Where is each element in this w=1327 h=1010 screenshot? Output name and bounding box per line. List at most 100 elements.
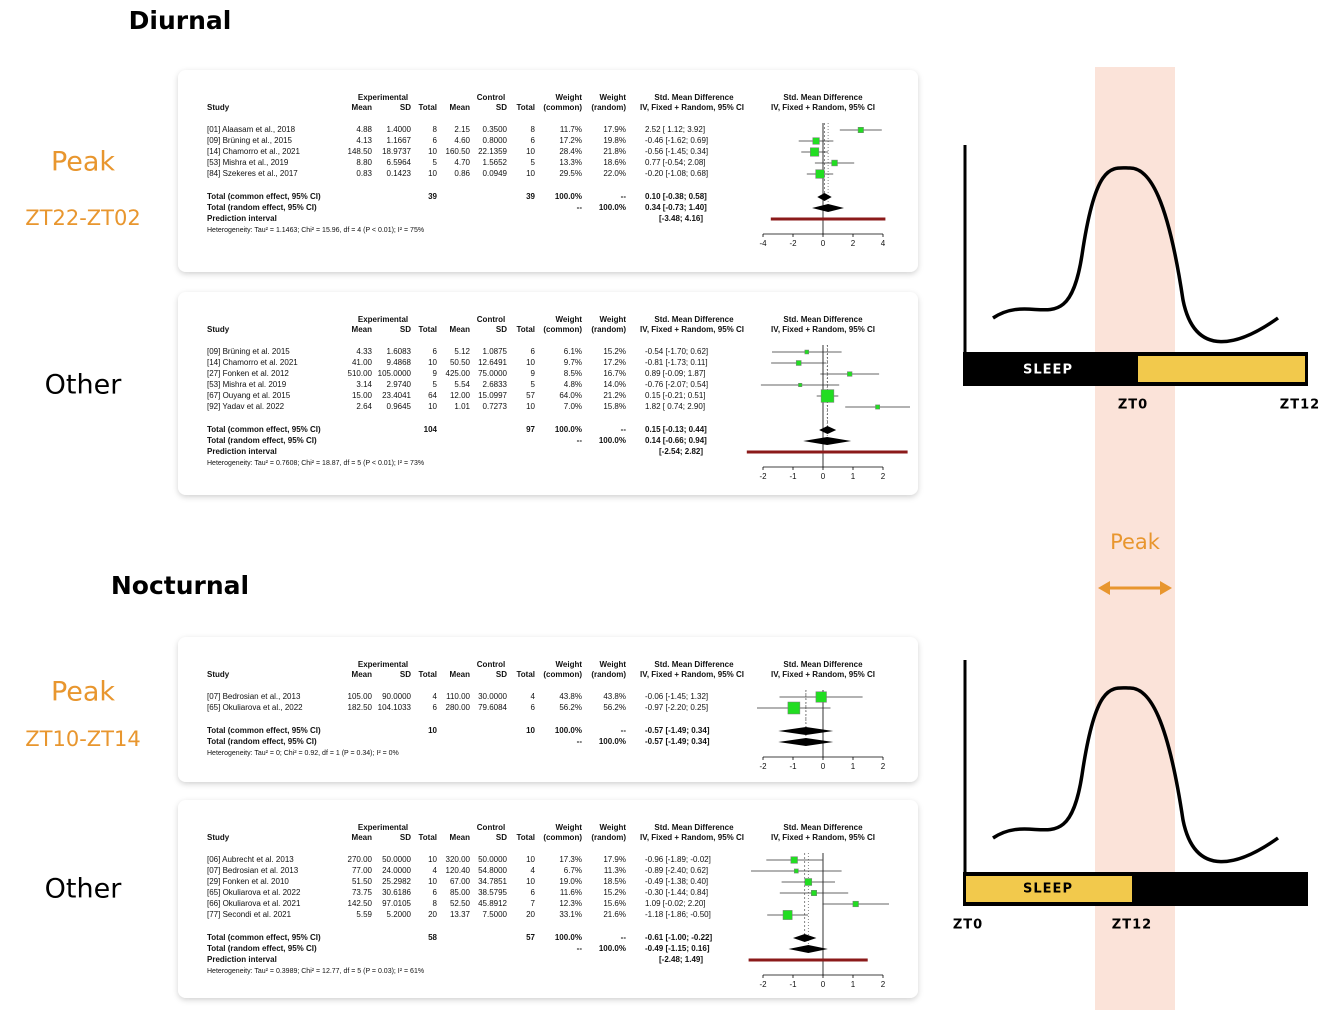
study-cell: [07] Bedrosian et al., 2013 bbox=[207, 692, 301, 701]
summary-cell: 0.10 [-0.38; 0.58] bbox=[645, 192, 707, 201]
study-cell: 50.50 bbox=[450, 358, 471, 367]
header: Total bbox=[516, 670, 535, 679]
study-cell: 79.6084 bbox=[478, 703, 507, 712]
study-cell: 18.9737 bbox=[382, 147, 411, 156]
study-cell: 10 bbox=[526, 169, 535, 178]
study-cell: 2.64 bbox=[356, 402, 372, 411]
study-cell: 29.5% bbox=[559, 169, 582, 178]
study-cell: 11.3% bbox=[604, 866, 626, 875]
header: Weight bbox=[599, 823, 626, 832]
study-cell: 43.8% bbox=[559, 692, 582, 701]
study-cell: 1.0875 bbox=[483, 347, 508, 356]
x-tick-label: 0 bbox=[821, 762, 826, 771]
peak-label: Peak bbox=[1110, 530, 1161, 554]
study-box bbox=[832, 160, 838, 166]
study-cell: 142.50 bbox=[348, 899, 373, 908]
study-cell: 4 bbox=[433, 866, 438, 875]
study-cell: [65] Okuliarova et al., 2022 bbox=[207, 703, 303, 712]
study-cell: -0.46 [-1.62; 0.69] bbox=[645, 136, 708, 145]
study-cell: -0.54 [-1.70; 0.62] bbox=[645, 347, 708, 356]
header: Study bbox=[207, 103, 230, 112]
study-cell: 105.0000 bbox=[378, 369, 412, 378]
figure: Diurnal Nocturnal SLEEP ZT0 ZT12 Peak SL… bbox=[0, 0, 1327, 1010]
summary-cell: [-2.48; 1.49] bbox=[659, 955, 703, 964]
header: Mean bbox=[352, 670, 373, 679]
study-cell: 10 bbox=[526, 877, 535, 886]
header: Experimental bbox=[358, 660, 408, 669]
summary-cell: -- bbox=[621, 726, 627, 735]
study-cell: 50.0000 bbox=[382, 855, 411, 864]
study-cell: 105.00 bbox=[348, 692, 373, 701]
summary-cell: -- bbox=[621, 192, 627, 201]
header: (common) bbox=[543, 325, 582, 334]
x-tick-label: 2 bbox=[881, 762, 886, 771]
summary-cell: -- bbox=[577, 737, 583, 746]
summary-cell: 97 bbox=[526, 425, 535, 434]
study-cell: 75.0000 bbox=[478, 369, 507, 378]
study-cell: 64.0% bbox=[559, 391, 582, 400]
study-cell: 10 bbox=[526, 402, 535, 411]
summary-label: Total (random effect, 95% CI) bbox=[207, 737, 317, 746]
x-tick-label: -1 bbox=[789, 472, 797, 481]
study-cell: 0.77 [-0.54; 2.08] bbox=[645, 158, 706, 167]
summary-cell: -0.49 [-1.15; 0.16] bbox=[645, 944, 710, 953]
header: Experimental bbox=[358, 823, 408, 832]
study-box bbox=[783, 910, 792, 919]
study-cell: -0.96 [-1.89; -0.02] bbox=[645, 855, 711, 864]
heterogeneity: Heterogeneity: Tau² = 0; Chi² = 0.92, df… bbox=[207, 750, 399, 757]
study-cell: 0.3500 bbox=[483, 125, 508, 134]
header: SD bbox=[496, 833, 507, 842]
study-cell: [14] Chamorro et al., 2021 bbox=[207, 147, 300, 156]
x-tick-label: 0 bbox=[821, 980, 826, 989]
study-cell: 10 bbox=[428, 169, 437, 178]
study-cell: 38.5795 bbox=[478, 888, 507, 897]
header: Control bbox=[477, 823, 505, 832]
summary-cell: 104 bbox=[424, 425, 438, 434]
study-cell: 9 bbox=[531, 369, 536, 378]
header: Weight bbox=[599, 660, 626, 669]
study-cell: 7.5000 bbox=[483, 910, 508, 919]
study-cell: [09] Brüning et al. 2015 bbox=[207, 347, 290, 356]
study-cell: [67] Ouyang et al. 2015 bbox=[207, 391, 291, 400]
study-cell: 5.12 bbox=[454, 347, 470, 356]
study-cell: 2.52 [ 1.12; 3.92] bbox=[645, 125, 705, 134]
study-cell: 1.5652 bbox=[483, 158, 508, 167]
study-cell: 12.3% bbox=[559, 899, 582, 908]
zt-label: ZT12 bbox=[1112, 918, 1152, 933]
header: IV, Fixed + Random, 95% CI bbox=[771, 325, 875, 334]
study-cell: 104.1033 bbox=[378, 703, 412, 712]
study-cell: 21.8% bbox=[603, 147, 626, 156]
study-cell: 41.00 bbox=[352, 358, 373, 367]
header: Total bbox=[516, 833, 535, 842]
study-box bbox=[875, 405, 879, 409]
header: (common) bbox=[543, 833, 582, 842]
x-tick-label: 1 bbox=[851, 762, 856, 771]
study-cell: 8 bbox=[433, 899, 438, 908]
study-cell: [29] Fonken et al. 2010 bbox=[207, 877, 289, 886]
header: Control bbox=[477, 660, 505, 669]
header: Study bbox=[207, 833, 230, 842]
study-cell: [65] Okuliarova et al. 2022 bbox=[207, 888, 301, 897]
study-cell: 14.0% bbox=[603, 380, 626, 389]
study-box bbox=[821, 390, 834, 403]
study-cell: 1.09 [-0.02; 2.20] bbox=[645, 899, 706, 908]
study-cell: 57 bbox=[526, 391, 535, 400]
summary-cell: -- bbox=[577, 203, 583, 212]
study-cell: 8 bbox=[433, 125, 438, 134]
study-cell: 13.37 bbox=[450, 910, 471, 919]
section-label: Nocturnal bbox=[111, 571, 249, 600]
side-sublabel: ZT10-ZT14 bbox=[25, 727, 140, 751]
bar-label: SLEEP bbox=[1023, 363, 1073, 378]
study-cell: 9.4868 bbox=[387, 358, 412, 367]
study-cell: [53] Mishra et al., 2019 bbox=[207, 158, 289, 167]
heterogeneity: Heterogeneity: Tau² = 0.7608; Chi² = 18.… bbox=[207, 460, 424, 467]
study-cell: 0.7273 bbox=[483, 402, 508, 411]
study-cell: 1.1667 bbox=[387, 136, 412, 145]
study-cell: [66] Okuliarova et al. 2021 bbox=[207, 899, 301, 908]
header: Mean bbox=[352, 103, 373, 112]
study-cell: 64 bbox=[428, 391, 437, 400]
study-cell: 2.15 bbox=[454, 125, 470, 134]
header: Control bbox=[477, 315, 505, 324]
study-cell: 50.0000 bbox=[478, 855, 507, 864]
study-cell: 7 bbox=[531, 899, 536, 908]
